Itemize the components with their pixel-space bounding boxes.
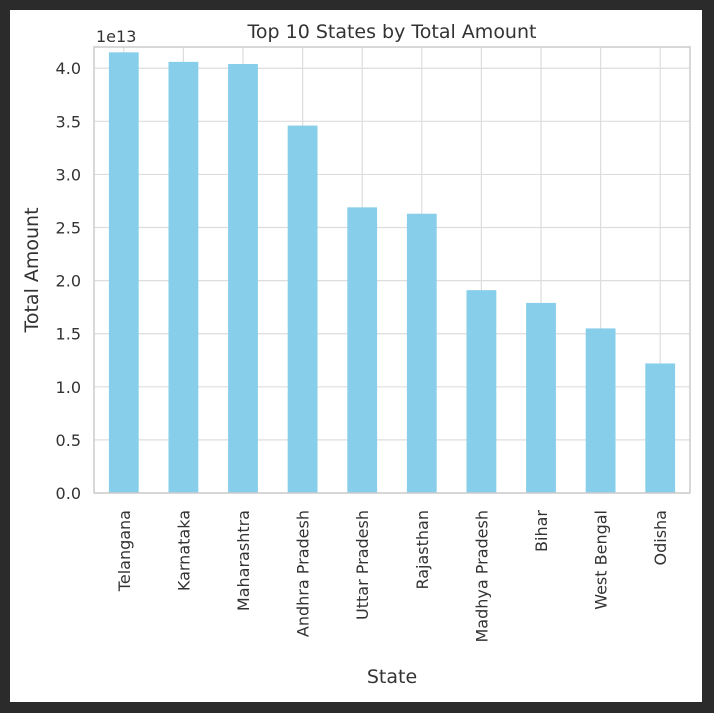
y-tick-label: 1.5 — [56, 325, 81, 344]
y-tick-label: 4.0 — [56, 59, 81, 78]
x-tick-label: Madhya Pradesh — [472, 510, 491, 643]
bar-andhra-pradesh — [287, 125, 318, 493]
y-axis-title: Total Amount — [21, 207, 43, 333]
x-tick-label: West Bengal — [592, 510, 611, 610]
bar-madhya-pradesh — [466, 290, 497, 493]
x-tick-label: Odisha — [651, 510, 670, 565]
y-scale-label: 1e13 — [96, 27, 136, 46]
bar-odisha — [645, 363, 676, 493]
x-tick-label: Uttar Pradesh — [353, 510, 372, 620]
x-tick-label: Maharashtra — [234, 510, 253, 611]
x-tick-label: Bihar — [532, 510, 551, 552]
x-tick-label: Karnataka — [174, 510, 193, 591]
bar-maharashtra — [228, 63, 258, 493]
y-tick-label: 3.5 — [56, 112, 81, 131]
y-tick-label: 2.0 — [56, 272, 81, 291]
bar-chart: 0.0 0.5 1.0 1.5 2.0 2.5 3.0 3.5 4.0 Telangana Kar… — [21, 21, 691, 688]
plot-border — [93, 46, 691, 494]
bar-uttar-pradesh — [347, 207, 378, 493]
bar-rajasthan — [406, 213, 437, 493]
y-tick-label: 2.5 — [56, 219, 81, 238]
y-tick-label: 3.0 — [56, 165, 81, 184]
x-tick-label: Telangana — [115, 510, 134, 592]
bar-karnataka — [168, 61, 199, 493]
bar-telangana — [108, 52, 139, 494]
bar-west-bengal — [585, 328, 616, 493]
x-tick-label: Andhra Pradesh — [294, 510, 313, 637]
bar-layer — [108, 52, 676, 494]
x-tick-label: Rajasthan — [413, 510, 432, 590]
chart-title: Top 10 States by Total Amount — [247, 21, 537, 43]
y-tick-labels: 0.0 0.5 1.0 1.5 2.0 2.5 3.0 3.5 4.0 — [56, 59, 81, 503]
y-tick-label: 0.0 — [56, 484, 81, 503]
x-tick-labels: Telangana Karnataka Maharashtra Andhra Prad… — [115, 510, 670, 643]
chart-frame: 0.0 0.5 1.0 1.5 2.0 2.5 3.0 3.5 4.0 Telangana Kar… — [10, 10, 702, 702]
bar-bihar — [526, 302, 556, 493]
x-axis-title: State — [367, 666, 417, 688]
y-tick-label: 1.0 — [56, 378, 81, 397]
y-tick-label: 0.5 — [56, 431, 81, 450]
